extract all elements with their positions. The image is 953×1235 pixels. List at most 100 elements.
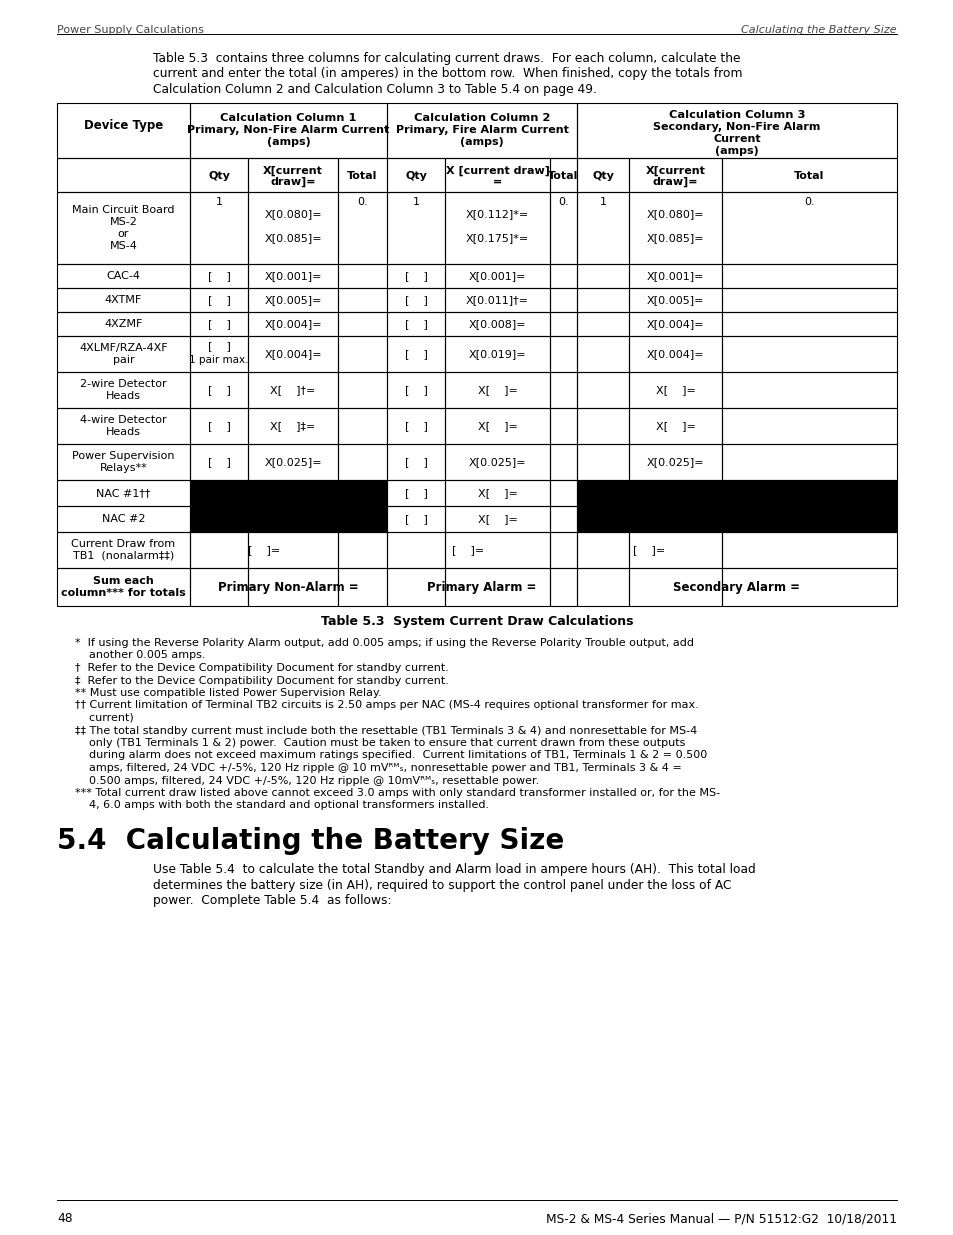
Bar <box>387 336 444 372</box>
Bar <box>721 372 896 408</box>
Bar <box>248 408 337 445</box>
Text: Secondary, Non-Fire Alarm: Secondary, Non-Fire Alarm <box>653 122 820 132</box>
Text: Total: Total <box>347 170 377 182</box>
Bar <box>57 191 190 264</box>
Bar <box>550 264 577 288</box>
Bar <box>628 288 721 312</box>
Bar <box>550 336 577 372</box>
Text: ‡‡ The total standby current must include both the resettable (TB1 Terminals 3 &: ‡‡ The total standby current must includ… <box>75 725 697 736</box>
Text: X[    ]=: X[ ]= <box>477 488 517 498</box>
Text: Power Supervision: Power Supervision <box>72 451 174 461</box>
Bar <box>577 103 896 158</box>
Bar <box>550 532 577 568</box>
Text: X[0.019]=: X[0.019]= <box>468 350 526 359</box>
Bar <box>628 568 721 606</box>
Bar <box>387 408 444 445</box>
Bar <box>628 158 721 191</box>
Bar <box>190 372 248 408</box>
Text: X[    ]†=: X[ ]†= <box>270 385 315 395</box>
Bar <box>337 372 387 408</box>
Text: (amps): (amps) <box>715 146 758 156</box>
Bar <box>577 312 628 336</box>
Text: TB1  (nonalarm‡‡): TB1 (nonalarm‡‡) <box>72 551 174 561</box>
Text: X[0.080]=: X[0.080]= <box>264 209 321 219</box>
Bar <box>387 191 444 264</box>
Bar <box>248 288 337 312</box>
Text: X[0.025]=: X[0.025]= <box>468 457 526 467</box>
Text: Primary, Non-Fire Alarm Current: Primary, Non-Fire Alarm Current <box>187 125 389 135</box>
Text: [    ]: [ ] <box>208 385 231 395</box>
Text: current and enter the total (in amperes) in the bottom row.  When finished, copy: current and enter the total (in amperes)… <box>152 68 741 80</box>
Bar <box>628 312 721 336</box>
Text: X[    ]=: X[ ]= <box>477 385 517 395</box>
Text: 0.: 0. <box>356 198 368 207</box>
Text: [    ]: [ ] <box>404 488 427 498</box>
Bar <box>721 288 896 312</box>
Bar <box>387 532 444 568</box>
Bar <box>337 191 387 264</box>
Bar <box>577 336 628 372</box>
Bar <box>721 158 896 191</box>
Text: X[0.004]=: X[0.004]= <box>646 319 703 329</box>
Text: power.  Complete Table 5.4  as follows:: power. Complete Table 5.4 as follows: <box>152 894 391 906</box>
Bar <box>57 568 190 606</box>
Text: X[0.112]*=: X[0.112]*= <box>465 209 529 219</box>
Text: [    ]: [ ] <box>404 295 427 305</box>
Bar <box>190 532 248 568</box>
Bar <box>550 408 577 445</box>
Text: 1 pair max.: 1 pair max. <box>189 354 249 366</box>
Bar <box>337 264 387 288</box>
Bar <box>550 191 577 264</box>
Text: NAC #1††: NAC #1†† <box>96 488 151 498</box>
Bar <box>337 408 387 445</box>
Bar <box>190 288 248 312</box>
Text: 1: 1 <box>215 198 222 207</box>
Bar <box>387 506 444 532</box>
Text: column*** for totals: column*** for totals <box>61 588 186 598</box>
Bar <box>387 158 444 191</box>
Bar <box>387 264 444 288</box>
Text: 5.4  Calculating the Battery Size: 5.4 Calculating the Battery Size <box>57 827 563 855</box>
Text: Power Supply Calculations: Power Supply Calculations <box>57 25 204 35</box>
Text: †† Current limitation of Terminal TB2 circuits is 2.50 amps per NAC (MS-4 requir: †† Current limitation of Terminal TB2 ci… <box>75 700 698 710</box>
Text: 4, 6.0 amps with both the standard and optional transformers installed.: 4, 6.0 amps with both the standard and o… <box>75 800 489 810</box>
Text: current): current) <box>75 713 133 722</box>
Text: draw]=: draw]= <box>270 177 315 188</box>
Text: =: = <box>493 177 501 186</box>
Text: [    ]=: [ ]= <box>633 545 665 555</box>
Text: or: or <box>117 228 129 240</box>
Text: [    ]: [ ] <box>208 341 231 351</box>
Text: [    ]: [ ] <box>404 385 427 395</box>
Text: 0.500 amps, filtered, 24 VDC +/-5%, 120 Hz ripple @ 10mVᴿᴹₛ, resettable power.: 0.500 amps, filtered, 24 VDC +/-5%, 120 … <box>75 776 538 785</box>
Bar <box>444 445 550 480</box>
Bar <box>190 312 248 336</box>
Bar <box>628 191 721 264</box>
Text: [    ]: [ ] <box>208 457 231 467</box>
Bar <box>57 372 190 408</box>
Text: X[    ]=: X[ ]= <box>477 421 517 431</box>
Bar <box>444 568 550 606</box>
Text: X[0.005]=: X[0.005]= <box>264 295 321 305</box>
Text: Qty: Qty <box>208 170 230 182</box>
Text: [    ]=: [ ]= <box>452 545 484 555</box>
Bar <box>628 372 721 408</box>
Text: [    ]: [ ] <box>404 270 427 282</box>
Text: during alarm does not exceed maximum ratings specified.  Current limitations of : during alarm does not exceed maximum rat… <box>75 751 706 761</box>
Text: 4XZMF: 4XZMF <box>104 319 143 329</box>
Bar <box>248 158 337 191</box>
Bar <box>57 336 190 372</box>
Bar <box>444 312 550 336</box>
Text: ‡  Refer to the Device Compatibility Document for standby current.: ‡ Refer to the Device Compatibility Docu… <box>75 676 449 685</box>
Text: Heads: Heads <box>106 427 141 437</box>
Bar <box>550 480 577 506</box>
Bar <box>444 480 550 506</box>
Bar <box>387 288 444 312</box>
Bar <box>577 480 896 506</box>
Text: [    ]: [ ] <box>404 319 427 329</box>
Text: Table 5.3  System Current Draw Calculations: Table 5.3 System Current Draw Calculatio… <box>320 615 633 629</box>
Bar <box>57 480 190 506</box>
Text: *  If using the Reverse Polarity Alarm output, add 0.005 amps; if using the Reve: * If using the Reverse Polarity Alarm ou… <box>75 638 693 648</box>
Text: Calculation Column 2: Calculation Column 2 <box>414 112 550 124</box>
Text: X[0.085]=: X[0.085]= <box>646 233 703 243</box>
Bar <box>57 103 190 158</box>
